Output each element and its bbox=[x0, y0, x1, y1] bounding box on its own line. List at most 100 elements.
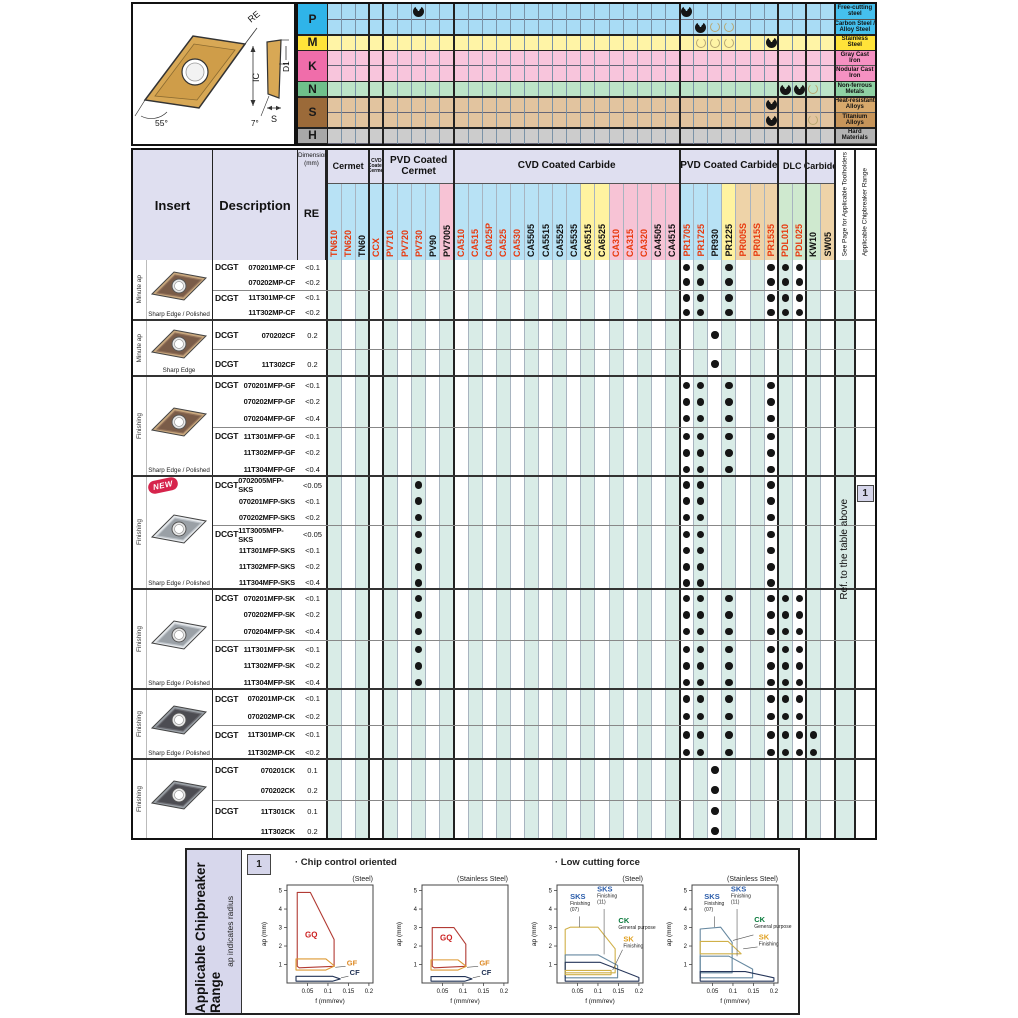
grade-group-header: CVD Coated Carbide bbox=[453, 150, 680, 184]
grade-dot bbox=[414, 530, 423, 539]
svg-text:General purpose: General purpose bbox=[754, 924, 791, 930]
insert-description: 11T302MFP-GF bbox=[213, 445, 298, 462]
grade-dot bbox=[682, 398, 691, 406]
grade-name: CA5505 bbox=[526, 223, 537, 257]
grade-dot bbox=[696, 546, 705, 555]
iso-band-separator bbox=[298, 127, 875, 129]
insert-cell: Finishing Sharp Edge / Polished bbox=[133, 690, 213, 758]
grade-dot bbox=[795, 627, 804, 636]
dimension-column-header: Dimension (mm) RE bbox=[298, 150, 328, 260]
table-section: Finishing Sharp Edge / Polished DCGT 070201… bbox=[133, 688, 875, 758]
grade-dot bbox=[696, 611, 705, 619]
insert-group: DCGT 070201MP-CK <0.1 070202MP-CK <0.2 bbox=[213, 690, 875, 725]
table-gridline bbox=[763, 184, 765, 838]
grade-name: CCX bbox=[371, 237, 382, 257]
svg-text:Finishing: Finishing bbox=[623, 943, 643, 949]
re-value: <0.1 bbox=[305, 293, 320, 303]
grade-dot bbox=[682, 695, 691, 703]
chipbreaker-chart-1: 1 2 3 4 5 0.05 0.1 0.15 0.2 (Steel) f (mm/rev) ap (… bbox=[261, 876, 374, 1005]
grade-dot bbox=[682, 432, 691, 441]
re-value: 0.1 bbox=[307, 806, 318, 816]
insert-description: 11T304MFP-GF bbox=[213, 461, 298, 478]
grade-dot bbox=[696, 530, 705, 539]
table-gridline bbox=[749, 184, 751, 838]
description-value: 070201MFP-SK bbox=[243, 593, 296, 603]
svg-text:SK: SK bbox=[759, 933, 770, 942]
iso-gridline bbox=[326, 4, 328, 144]
grade-group-header: DLC bbox=[778, 150, 807, 184]
grade-dot bbox=[725, 678, 733, 687]
description-prefix: DCGT bbox=[215, 729, 239, 740]
re-value: <0.05 bbox=[303, 480, 322, 490]
re-value: <0.1 bbox=[305, 730, 320, 740]
grade-column-CA510: CA510 bbox=[453, 184, 468, 260]
grade-dot bbox=[767, 497, 775, 505]
description-value: 0702005MFP-SKS bbox=[238, 476, 284, 495]
re-value: 0.2 bbox=[307, 826, 318, 836]
re-value: <0.2 bbox=[305, 661, 320, 671]
re-value: <0.4 bbox=[305, 414, 320, 424]
iso-gridline bbox=[382, 4, 385, 144]
column-stripe bbox=[327, 260, 342, 838]
application-text: Finishing bbox=[136, 710, 143, 737]
insert-description: DCGT 11T302CF bbox=[213, 350, 298, 378]
table-gridline bbox=[397, 184, 398, 838]
grade-column-CA5515: CA5515 bbox=[538, 184, 553, 260]
application-dot-open bbox=[695, 36, 706, 48]
grade-dot bbox=[781, 308, 789, 317]
grade-dot bbox=[696, 432, 705, 441]
svg-text:5: 5 bbox=[549, 889, 553, 895]
grade-column-CA5525: CA5525 bbox=[552, 184, 567, 260]
table-gridline bbox=[791, 184, 793, 838]
column-stripe bbox=[665, 260, 680, 838]
svg-text:3: 3 bbox=[549, 926, 553, 932]
grade-dot bbox=[795, 695, 804, 703]
grade-group-header: PVD Coated Carbide bbox=[679, 150, 779, 184]
grade-name: PR1225 bbox=[723, 224, 734, 257]
grade-name: CA6515 bbox=[582, 223, 593, 257]
table-gridline bbox=[636, 184, 638, 838]
description-prefix: DCGT bbox=[215, 693, 239, 704]
column-stripe bbox=[806, 260, 821, 838]
rotated-header-label: See Page for Applicable Toolholders bbox=[841, 151, 849, 256]
table-gridline bbox=[735, 184, 737, 838]
grade-name: PV720 bbox=[399, 229, 410, 257]
svg-text:0.2: 0.2 bbox=[635, 989, 644, 995]
svg-text:5: 5 bbox=[684, 889, 688, 895]
svg-text:Finishing: Finishing bbox=[597, 893, 617, 899]
insert-description: 070202MFP-SKS bbox=[213, 509, 298, 525]
application-text: Finishing bbox=[136, 785, 143, 812]
svg-text:ap (mm): ap (mm) bbox=[261, 922, 268, 946]
grade-column-CA4515: CA4515 bbox=[665, 184, 680, 260]
grade-dot bbox=[696, 678, 705, 687]
svg-text:3: 3 bbox=[414, 926, 418, 932]
description-value: 11T302CF bbox=[261, 359, 296, 369]
iso-gridline bbox=[467, 4, 469, 144]
grade-column-PV730: PV730 bbox=[411, 184, 426, 260]
iso-gridline bbox=[594, 4, 596, 144]
grade-column-CCX: CCX bbox=[369, 184, 384, 260]
grade-dot bbox=[414, 497, 423, 505]
description-value: 11T304MFP-GF bbox=[243, 465, 296, 475]
iso-gridline bbox=[693, 4, 695, 144]
table-gridline bbox=[664, 184, 666, 838]
chipbreaker-charts: 1 2 3 4 5 0.05 0.1 0.15 0.2 (Steel) f (mm/rev) ap (… bbox=[257, 872, 797, 1012]
grade-group-header: Cermet bbox=[327, 150, 370, 184]
grade-name: CA025P bbox=[484, 222, 495, 257]
iso-gridline bbox=[368, 4, 371, 144]
svg-text:ap (mm): ap (mm) bbox=[666, 922, 673, 946]
grade-dot bbox=[696, 481, 705, 489]
grade-dot bbox=[795, 294, 804, 302]
svg-text:0.15: 0.15 bbox=[478, 989, 490, 995]
grade-name: PR1535 bbox=[766, 224, 777, 257]
column-stripe bbox=[468, 260, 483, 838]
application-dot-open bbox=[808, 114, 819, 126]
grade-dot bbox=[725, 294, 733, 302]
grade-group-header: PVD Coated Cermet bbox=[383, 150, 454, 184]
grade-dot bbox=[781, 278, 789, 286]
grade-dot bbox=[696, 712, 705, 720]
svg-text:SKS: SKS bbox=[731, 884, 746, 893]
re-value: <0.2 bbox=[305, 610, 320, 620]
insert-group: DCGT 11T301CK 0.1 11T302CK 0.2 bbox=[213, 800, 875, 840]
table-gridline bbox=[509, 184, 511, 838]
